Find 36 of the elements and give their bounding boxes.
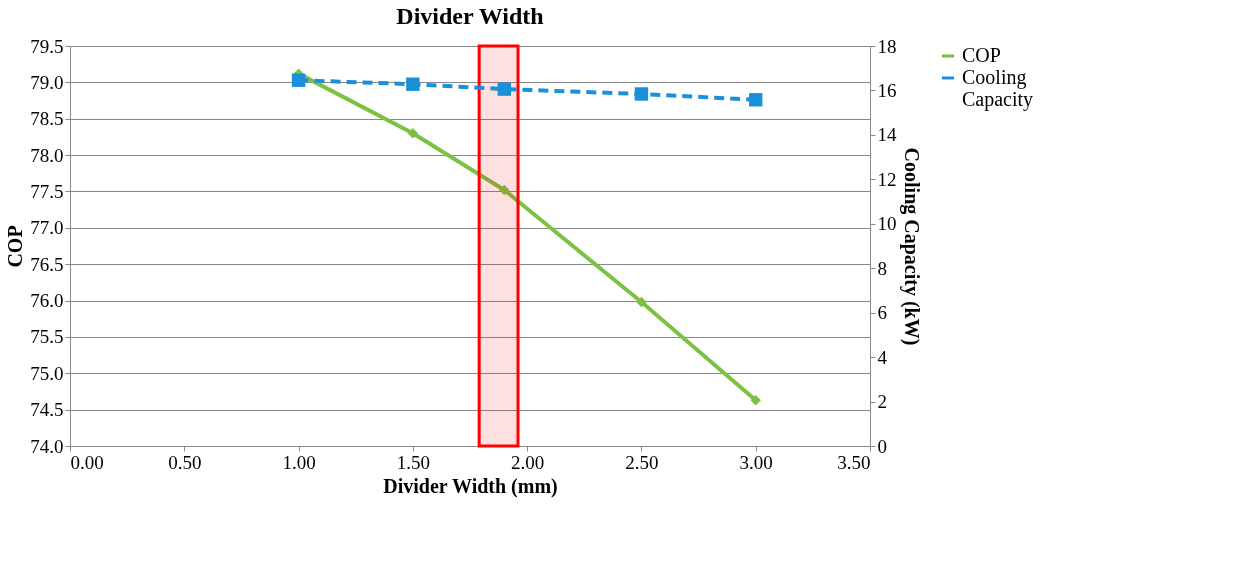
y-tick-label: 79.0 xyxy=(30,71,64,93)
x-tick-label: 3.00 xyxy=(739,451,773,473)
y2-tick-label: 12 xyxy=(877,168,897,190)
y2-tick-label: 6 xyxy=(877,302,887,324)
x-tick-label: 1.50 xyxy=(396,451,430,473)
y-axis-title: COP xyxy=(4,225,27,268)
legend-label: Cooling Capacity xyxy=(962,66,1034,111)
y2-tick-label: 2 xyxy=(877,391,887,413)
x-axis-title: Divider Width (mm) xyxy=(383,474,558,498)
y2-tick-label: 14 xyxy=(877,124,897,146)
x-tick-label: 2.50 xyxy=(625,451,659,473)
y2-tick-label: 18 xyxy=(877,35,897,57)
y2-axis-title: Cooling Capacity (kW) xyxy=(899,147,923,346)
y2-tick-label: 10 xyxy=(877,213,897,235)
y2-tick-label: 16 xyxy=(877,79,897,101)
x-tick-label: 0.00 xyxy=(70,451,104,473)
y-tick-label: 77.5 xyxy=(30,180,64,202)
y-tick-label: 77.0 xyxy=(30,217,64,239)
y-tick-label: 78.5 xyxy=(30,108,64,130)
y2-tick-label: 4 xyxy=(877,346,888,368)
y-tick-label: 75.0 xyxy=(30,362,64,384)
y-tick-label: 78.0 xyxy=(30,144,64,166)
x-tick-label: 0.50 xyxy=(168,451,202,473)
y-tick-label: 75.5 xyxy=(30,326,64,348)
y-tick-label: 76.0 xyxy=(30,290,64,312)
y-tick-label: 74.5 xyxy=(30,399,64,421)
y-tick-label: 76.5 xyxy=(30,253,64,275)
y2-tick-label: 8 xyxy=(877,257,887,279)
chart-title: Divider Width xyxy=(396,3,544,29)
y2-tick-label: 0 xyxy=(877,435,887,457)
y-tick-label: 79.5 xyxy=(30,35,64,57)
x-tick-label: 2.00 xyxy=(511,451,545,473)
legend-label: COP xyxy=(962,44,1001,66)
y-tick-label: 74.0 xyxy=(30,435,64,457)
x-tick-label: 3.50 xyxy=(837,451,871,473)
x-tick-label: 1.00 xyxy=(282,451,316,473)
